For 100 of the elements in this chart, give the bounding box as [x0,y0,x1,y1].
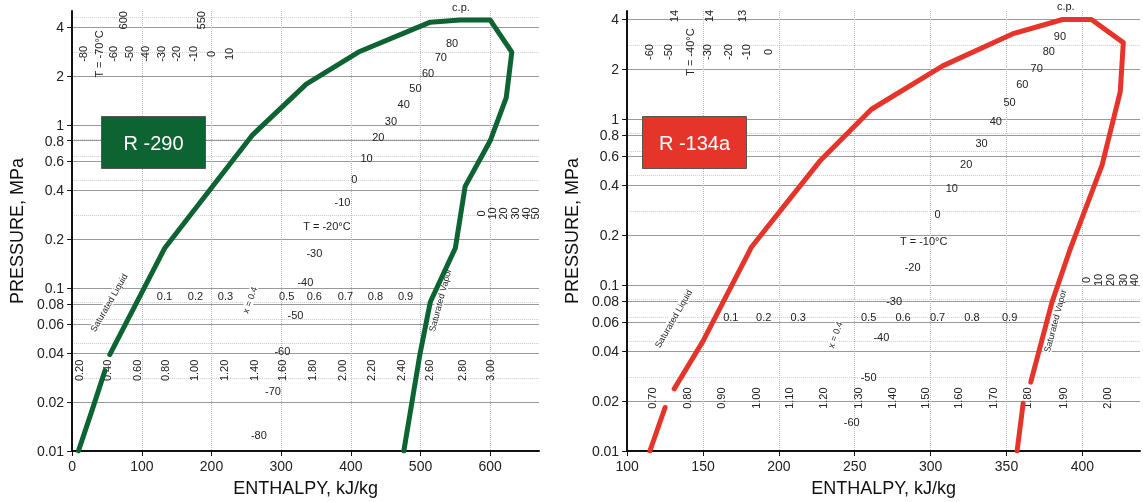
annotation: 1.40 [886,387,899,409]
y-tick-label: 1 [611,111,620,128]
annotation: 0.7 [337,290,354,303]
annotation: -60 [843,416,860,429]
annotation: 0.3 [790,310,806,323]
annotation: 1.40 [247,359,260,382]
annotation: T = -20°C [303,219,351,232]
annotation: 0.70 [646,387,659,409]
annotation: 20 [1104,273,1117,287]
annotation: 0.80 [680,387,693,409]
annotation: 1.30 [851,387,864,409]
annotation: -60 [107,45,120,62]
annotation: 10 [1091,273,1104,287]
annotation: T = -10°C [900,235,948,248]
x-tick-label: 350 [994,458,1019,474]
annotation: 0.5 [860,310,877,323]
x-tick-label: 400 [1070,458,1095,474]
annotation: 30 [1116,273,1129,287]
annotation: -20 [721,44,734,60]
annotation: 1.60 [276,359,289,382]
annotation: 550 [195,11,208,30]
x-tick-label: 100 [130,458,154,474]
annotation: c.p. [1056,0,1075,12]
annotation: -30 [700,44,713,60]
annotation: -50 [661,44,674,60]
x-tick-label: 150 [691,458,715,474]
annotation: 1.00 [188,359,201,382]
annotation: 0.6 [895,310,911,323]
annotation: 0 [205,50,218,57]
annotation: 2.60 [423,359,436,382]
annotation: 1.00 [749,387,762,409]
annotation: 0.5 [278,290,295,303]
y-tick-label: 2 [56,67,65,84]
y-tick-label: 0.1 [44,279,65,296]
annotation: 30 [384,114,398,127]
x-tick-label: 300 [918,458,943,474]
annotation: 40 [519,207,532,220]
annotation: -60 [643,44,656,60]
annotation: R -134a [658,131,731,154]
annotation: 0 [762,48,775,56]
annotation: 0 [474,210,487,217]
annotation: -30 [306,246,323,259]
annotation: 1.20 [218,359,231,382]
annotation: -50 [860,370,877,383]
y-tick-label: 0.04 [591,343,620,360]
annotation: 0.1 [156,290,173,303]
annotation: c.p. [452,0,470,13]
x-tick-label: 200 [767,458,791,474]
y-tick-label: 0.01 [36,443,65,459]
annotation: 50 [1003,95,1016,108]
y-tick-label: 0.8 [599,127,620,144]
annotation: -10 [334,196,351,209]
annotation: 2.00 [336,359,349,382]
annotation: 0.6 [306,290,322,303]
x-tick-label: 100 [615,458,640,474]
annotation: 0.9 [397,290,414,303]
x-axis-title: ENTHALPY, kJ/kg [811,478,956,498]
x-axis-title: ENTHALPY, kJ/kg [233,478,378,498]
annotation: -20 [904,261,921,273]
annotation: 0.2 [756,310,772,323]
y-tick-label: 0.4 [44,181,65,198]
y-tick-label: 0.8 [44,132,65,149]
annotation: 0.3 [217,290,234,303]
annotation: -60 [274,344,291,357]
annotation: 20 [960,158,973,171]
y-tick-label: 0.2 [44,230,65,247]
annotation: 0.2 [187,290,204,303]
annotation: -40 [138,45,151,62]
y-axis-title: PRESSURE, MPa [562,157,582,305]
annotation: -70 [265,384,281,397]
annotation: T = -40°C [684,28,697,76]
annotation: 2.20 [364,359,377,382]
x-tick-label: 500 [408,458,433,474]
annotation: 80 [445,36,459,49]
y-tick-label: 0.6 [44,153,65,170]
annotation: 20 [372,130,385,143]
annotation: R -290 [123,131,184,154]
annotation: 1.60 [952,387,965,409]
y-tick-label: 0.06 [36,316,65,333]
annotation: 1.10 [782,387,795,409]
annotation: 90 [1053,29,1067,42]
annotation: 40 [397,98,410,111]
y-tick-label: 4 [56,18,65,35]
annotation: -40 [297,276,314,289]
annotation: 30 [975,137,988,150]
annotation: 3.00 [484,359,497,382]
annotation: 0.7 [929,310,946,323]
y-tick-label: 4 [611,11,620,28]
annotation: 10 [486,207,498,220]
annotation: 14 [702,9,715,23]
annotation: 50 [409,81,422,94]
x-tick-label: 600 [478,458,503,474]
annotation: -50 [287,308,304,321]
y-tick-label: 0.02 [591,393,620,410]
annotation: 13 [735,9,748,23]
y-axis-title: PRESSURE, MPa [7,157,27,305]
annotation: -10 [187,45,200,62]
annotation: x = 0.4 [240,285,260,315]
annotation: 70 [434,51,447,64]
annotation: 1.80 [305,359,318,382]
